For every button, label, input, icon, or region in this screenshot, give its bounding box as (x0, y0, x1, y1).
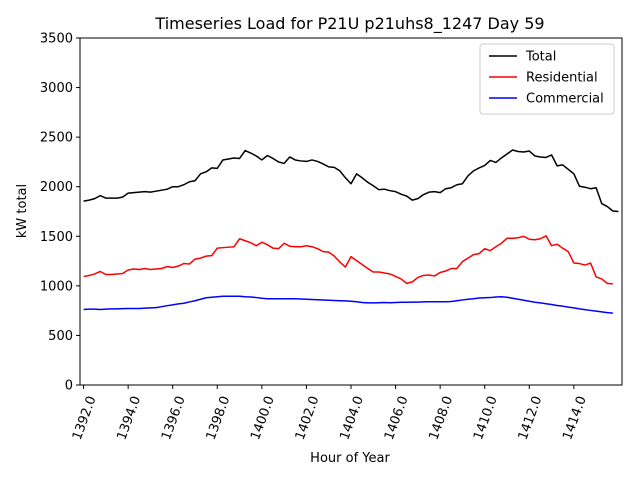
x-tick-label: 1404.0 (337, 394, 367, 442)
y-axis: 0 500 1000 1500 2000 2500 3000 3500 (40, 32, 80, 394)
legend-box (479, 43, 615, 115)
y-tick-label: 1500 (40, 230, 73, 245)
y-tick-label: 1000 (40, 279, 73, 294)
series-line-residential (83, 235, 613, 285)
x-tick-label: 1410.0 (471, 394, 501, 442)
legend-label-residential: Residential (526, 71, 598, 86)
x-tick-label: 1414.0 (560, 394, 590, 442)
x-axis: 1392.0 1394.0 1396.0 1398.0 1400.0 1402.0 1404… (70, 385, 590, 442)
x-tick-label: 1406.0 (382, 394, 412, 442)
x-tick-label: 1408.0 (427, 394, 457, 442)
series-line-commercial (83, 295, 613, 314)
x-axis-label: Hour of Year (310, 451, 390, 466)
x-tick-label: 1412.0 (516, 394, 546, 442)
legend: Total Residential Commercial (479, 43, 615, 115)
x-tick-label: 1396.0 (159, 394, 189, 442)
x-tick-label: 1400.0 (248, 394, 278, 442)
x-tick-label: 1402.0 (293, 394, 323, 442)
series-lines (83, 149, 619, 314)
y-tick-label: 2000 (40, 180, 73, 195)
legend-label-total: Total (525, 50, 556, 65)
y-tick-label: 3000 (40, 81, 73, 96)
y-tick-label: 3500 (40, 32, 73, 47)
series-line-total (83, 149, 619, 213)
y-tick-label: 500 (48, 329, 73, 344)
x-tick-label: 1392.0 (70, 394, 100, 442)
x-tick-label: 1398.0 (204, 394, 234, 442)
plot-frame (79, 37, 623, 386)
y-tick-label: 2500 (40, 131, 73, 146)
chart-title: Timeseries Load for P21U p21uhs8_1247 Da… (154, 14, 544, 34)
y-axis-label: kW total (15, 184, 30, 238)
legend-label-commercial: Commercial (526, 92, 604, 107)
x-tick-label: 1394.0 (115, 394, 145, 442)
y-tick-label: 0 (65, 379, 73, 394)
